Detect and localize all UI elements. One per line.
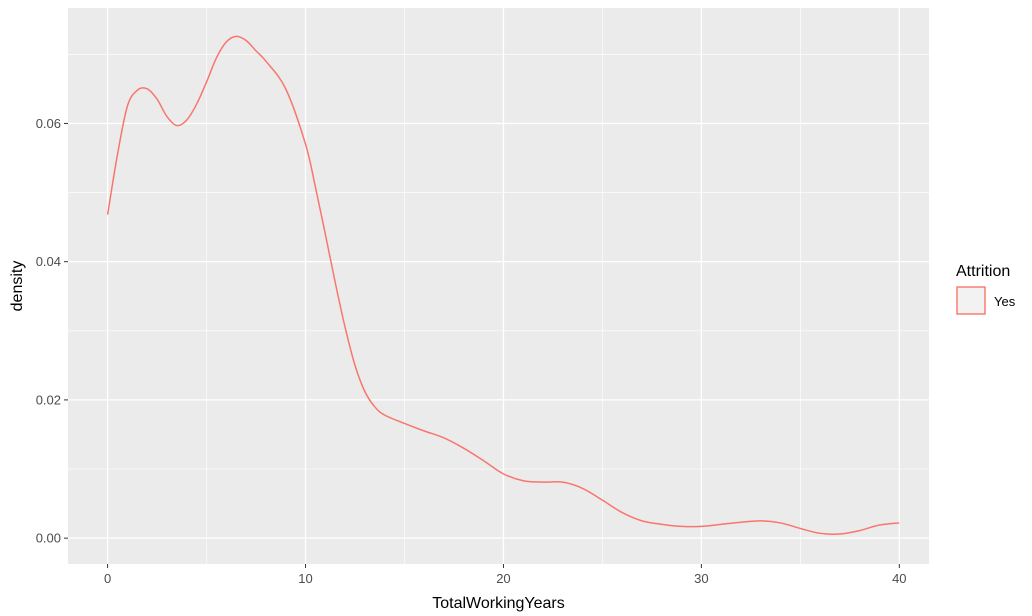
density-line-yes [106, 35, 900, 535]
x-axis: 0 10 20 30 40 [104, 564, 907, 586]
x-axis-title: TotalWorkingYears [432, 595, 565, 612]
y-tick-label: 0.04 [36, 254, 61, 269]
y-tick-label: 0.06 [36, 116, 61, 131]
x-tick-label: 30 [694, 571, 708, 586]
grid-minor [68, 8, 929, 564]
x-tick-label: 40 [892, 571, 906, 586]
plot-panel [68, 8, 929, 564]
legend-key-yes [956, 286, 986, 315]
legend-label-yes: Yes [994, 294, 1016, 309]
grid-major [68, 8, 929, 564]
series-layer [106, 35, 900, 535]
legend-title: Attrition [956, 263, 1010, 280]
x-tick-label: 0 [104, 571, 111, 586]
y-axis-title: density [9, 261, 26, 312]
legend: Attrition Yes [956, 263, 1016, 315]
y-axis: 0.00 0.02 0.04 0.06 [36, 116, 68, 546]
x-tick-label: 20 [496, 571, 510, 586]
y-tick-label: 0.00 [36, 531, 61, 546]
x-tick-label: 10 [298, 571, 312, 586]
y-tick-label: 0.02 [36, 392, 61, 407]
